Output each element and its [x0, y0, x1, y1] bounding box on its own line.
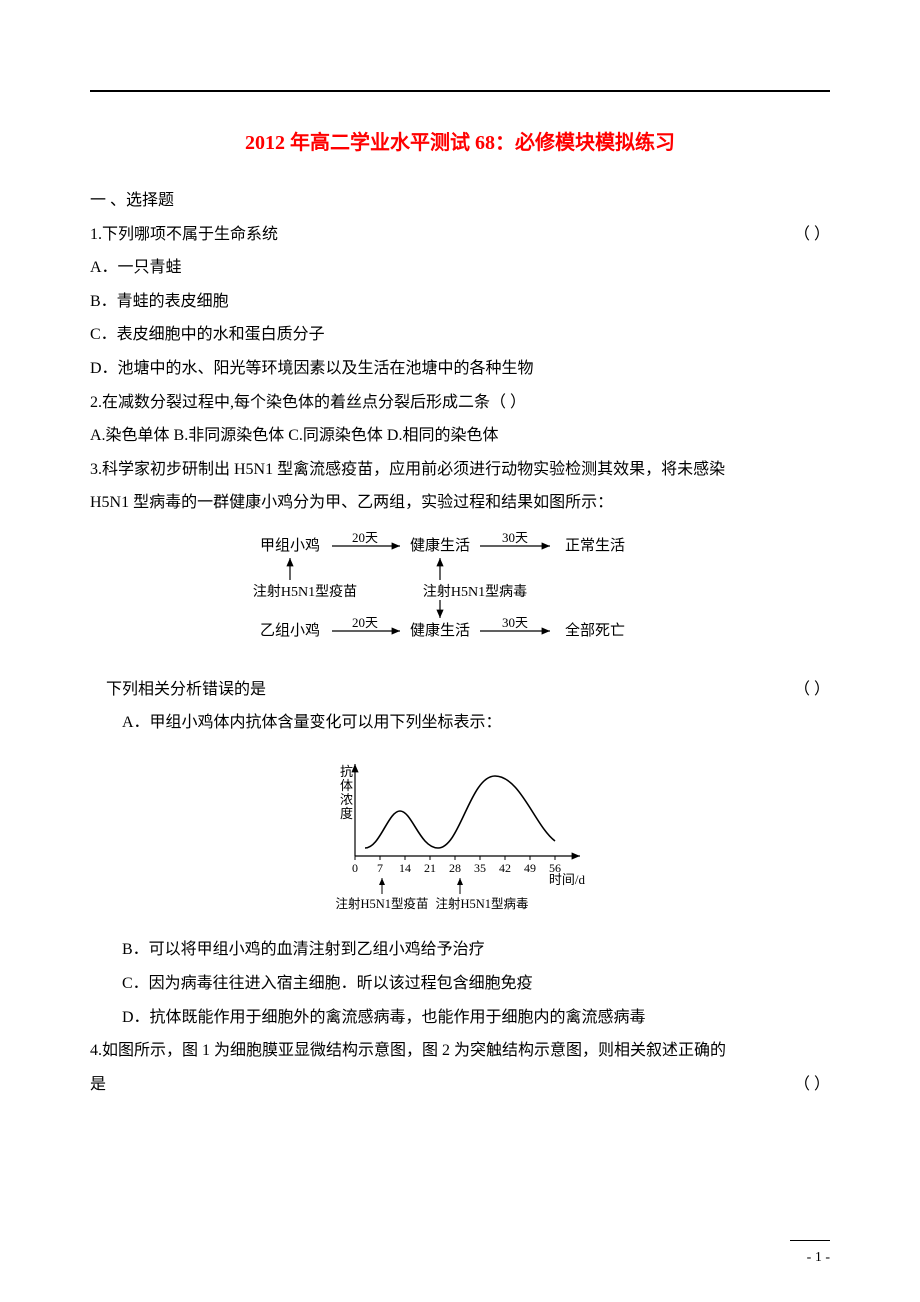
question-2-stem: 2.在减数分裂过程中,每个染色体的着丝点分裂后形成二条（ ）: [90, 386, 830, 420]
svg-text:7: 7: [377, 861, 383, 875]
flow-injection-label: 注射H5N1型疫苗: [253, 584, 357, 600]
q2-options: A.染色单体 B.非同源染色体 C.同源染色体 D.相同的染色体: [90, 419, 830, 453]
q3-option-a: A．甲组小鸡体内抗体含量变化可以用下列坐标表示：: [90, 706, 830, 740]
question-3-line1: 3.科学家初步研制出 H5N1 型禽流感疫苗，应用前必须进行动物实验检测其效果，…: [90, 453, 830, 487]
question-4-line2: 是 （ ）: [90, 1068, 830, 1102]
injection-caption: 注射H5N1型疫苗: [335, 896, 428, 911]
question-3-line2: H5N1 型病毒的一群健康小鸡分为甲、乙两组，实验过程和结果如图所示：: [90, 486, 830, 520]
flow-label-30: 30天: [502, 615, 528, 630]
y-axis-label: 抗体浓度: [340, 764, 353, 821]
flow-text: 全部死亡: [565, 621, 625, 639]
x-axis-label: 时间/d: [549, 872, 586, 887]
flow-text: 正常生活: [565, 537, 625, 554]
q3-substem: 下列相关分析错误的是 （ ）: [90, 673, 830, 707]
answer-blank: （ ）: [782, 218, 830, 252]
antibody-chart: 抗体浓度 0 7 14 21 28 35 42 49 56 时间/d 注射H5N…: [90, 750, 830, 924]
flow-text: 甲组小鸡: [260, 537, 320, 554]
q1-text: 1.下列哪项不属于生命系统: [90, 218, 782, 252]
q1-option-a: A．一只青蛙: [90, 251, 830, 285]
flow-text: 健康生活: [410, 622, 470, 639]
flow-injection-label: 注射H5N1型病毒: [423, 584, 527, 600]
q3-option-b: B．可以将甲组小鸡的血清注射到乙组小鸡给予治疗: [90, 933, 830, 967]
page-number: - 1 -: [790, 1240, 830, 1272]
svg-text:42: 42: [499, 861, 511, 875]
svg-text:28: 28: [449, 861, 461, 875]
question-1-stem: 1.下列哪项不属于生命系统 （ ）: [90, 218, 830, 252]
injection-caption: 注射H5N1型病毒: [435, 896, 528, 911]
horizontal-rule: [90, 90, 830, 92]
x-ticks: 0 7 14 21 28 35 42 49 56: [352, 856, 561, 875]
experiment-flow-svg: 甲组小鸡 20天 健康生活 30天 正常生活 注射H5N1型疫苗 注射H5N1型…: [250, 530, 670, 650]
flow-diagram: 甲组小鸡 20天 健康生活 30天 正常生活 注射H5N1型疫苗 注射H5N1型…: [90, 530, 830, 663]
flow-label-20: 20天: [352, 530, 378, 545]
section-heading: 一 、选择题: [90, 184, 830, 218]
flow-label-30: 30天: [502, 530, 528, 545]
page-number-text: - 1 -: [807, 1250, 830, 1265]
q1-option-b: B．青蛙的表皮细胞: [90, 285, 830, 319]
q1-option-c: C．表皮细胞中的水和蛋白质分子: [90, 318, 830, 352]
q4-text: 是: [90, 1068, 782, 1102]
svg-text:14: 14: [399, 861, 411, 875]
q3-substem-text: 下列相关分析错误的是: [106, 673, 782, 707]
flow-label-20: 20天: [352, 615, 378, 630]
answer-blank: （ ）: [782, 1068, 830, 1102]
svg-text:0: 0: [352, 861, 358, 875]
q3-option-d: D．抗体既能作用于细胞外的禽流感病毒，也能作用于细胞内的禽流感病毒: [90, 1001, 830, 1035]
flow-text: 乙组小鸡: [260, 622, 320, 639]
svg-text:49: 49: [524, 861, 536, 875]
q3-option-c: C．因为病毒往往进入宿主细胞．昕以该过程包含细胞免疫: [90, 967, 830, 1001]
page-title: 2012 年高二学业水平测试 68：必修模块模拟练习: [90, 122, 830, 164]
svg-text:35: 35: [474, 861, 486, 875]
question-4-line1: 4.如图所示，图 1 为细胞膜亚显微结构示意图，图 2 为突触结构示意图，则相关…: [90, 1034, 830, 1068]
flow-text: 健康生活: [410, 537, 470, 554]
answer-blank: （ ）: [782, 673, 830, 707]
svg-text:21: 21: [424, 861, 436, 875]
antibody-curve: [365, 776, 555, 848]
antibody-curve-svg: 抗体浓度 0 7 14 21 28 35 42 49 56 时间/d 注射H5N…: [310, 756, 610, 911]
q1-option-d: D．池塘中的水、阳光等环境因素以及生活在池塘中的各种生物: [90, 352, 830, 386]
page-number-rule: [790, 1240, 830, 1241]
